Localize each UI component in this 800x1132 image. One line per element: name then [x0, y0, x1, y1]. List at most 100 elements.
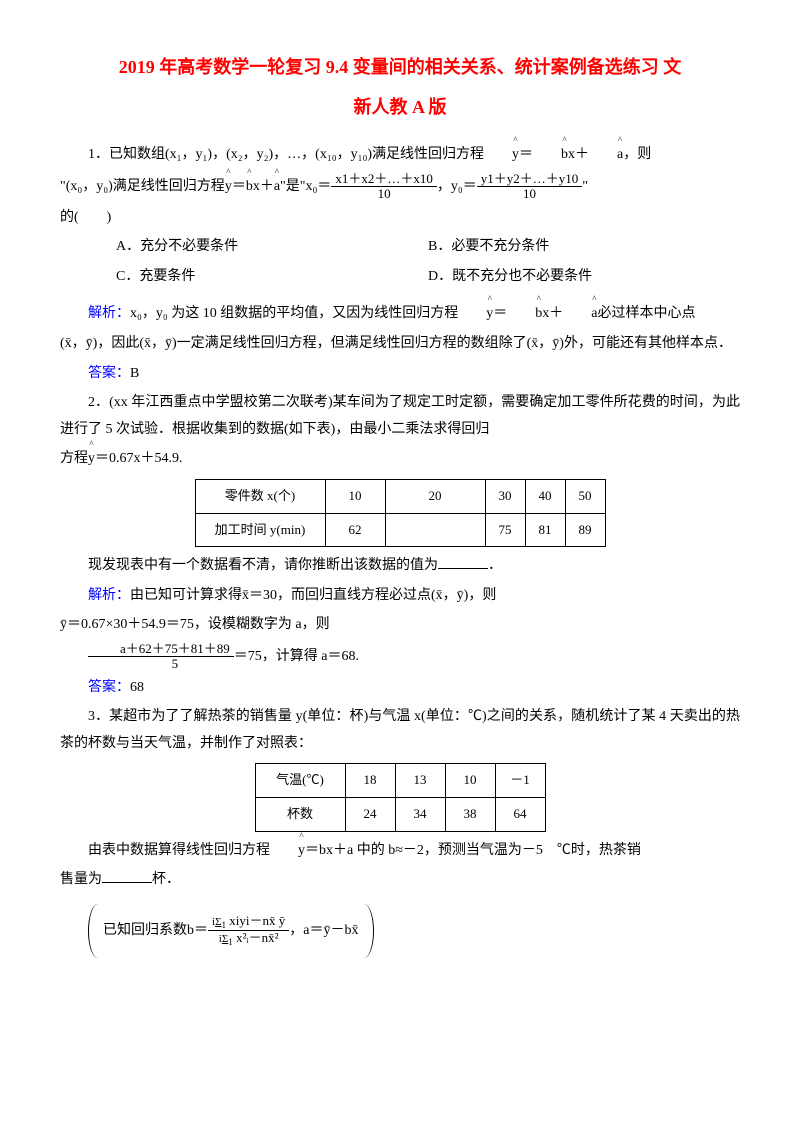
q3-table-row2: 杯数 24 34 38 64 [255, 798, 545, 832]
q1-sol-b: 必过样本中心点 [597, 306, 695, 321]
q3ffdi: x²ᵢ－nx̄² [236, 930, 278, 945]
q1-text-c: "(x₀，y₀)满足线性回归方程 [60, 179, 225, 194]
f2d: 10 [477, 187, 583, 201]
q2-th-4: 40 [525, 479, 565, 513]
q1-stem-line1: 1．已知数组(x₁，y₁)，(x₂，y₂)，…，(x₁₀，y₁₀)满足线性回归方… [60, 142, 740, 169]
q1-text-d: "是"x₀＝ [280, 179, 331, 194]
q2-th-0: 零件数 x(个) [195, 479, 325, 513]
q2-solution-c: a＋62＋75＋81＋895＝75，计算得 a＝68. [60, 642, 740, 672]
bhat2: b [246, 174, 253, 201]
q2-solution-a: 解析：由已知可计算求得x̄＝30，而回归直线方程必过点(x̄，ȳ)，则 [60, 583, 740, 610]
q2-td-4: 81 [525, 513, 565, 547]
q2-td-1: 62 [325, 513, 385, 547]
q2-table: 零件数 x(个) 10 20 30 40 50 加工时间 y(min) 62 7… [195, 479, 606, 547]
q1-frac1: x1＋x2＋…＋x1010 [331, 172, 437, 202]
q3-blank [102, 869, 152, 883]
q3-stem-a: 3．某超市为了了解热茶的销售量 y(单位：杯)与气温 x(单位：℃)之间的关系，… [60, 704, 740, 757]
q2-sol-c: ＝75，计算得 a＝68. [234, 649, 359, 664]
q2-table-row2: 加工时间 y(min) 62 75 81 89 [195, 513, 605, 547]
q2-ans: 68 [130, 680, 144, 695]
q2-td-0: 加工时间 y(min) [195, 513, 325, 547]
q1-opt-a: A．充分不必要条件 [116, 234, 428, 261]
bhat: b [533, 142, 568, 169]
yhat5: y [270, 838, 305, 865]
q1-text-f: " [582, 179, 588, 194]
q3-stem-d: 售量为 杯． [60, 867, 740, 894]
q1-text-a: 1．已知数组(x₁，y₁)，(x₂，y₂)，…，(x₁₀，y₁₀)满足线性回归方… [88, 147, 484, 162]
q2-stem-b: 方程y＝0.67x＋54.9. [60, 446, 740, 473]
ahat2: a [274, 174, 280, 201]
q3-r1-4: －1 [495, 764, 545, 798]
f2n: y1＋y2＋…＋y10 [477, 172, 583, 187]
q3ffd: iΣ1 x²ᵢ－nx̄² [208, 931, 289, 947]
q3-r2-3: 38 [445, 798, 495, 832]
q2-ans-label: 答案： [88, 680, 130, 695]
q3ffni: xiyi－nx̄ ȳ [229, 913, 285, 928]
q2-stem-d: 现发现表中有一个数据看不清，请你推断出该数据的值为． [60, 553, 740, 580]
q1-stem-line2: "(x₀，y₀)满足线性回归方程y＝bx＋a"是"x₀＝x1＋x2＋…＋x101… [60, 172, 740, 202]
q3-stem-b: 由表中数据算得线性回归方程y＝bx＋a 中的 b≈－2，预测当气温为－5 ℃时，… [60, 838, 740, 865]
q3e: 杯． [152, 872, 180, 887]
q3-formula-box: 已知回归系数b＝ iΣ1 xiyi－nx̄ ȳ iΣ1 x²ᵢ－nx̄² ，a＝… [88, 904, 740, 958]
q1-solution-2: (x̄，ȳ)，因此(x̄，ȳ)一定满足线性回归方程，但满足线性回归方程的数组除了… [60, 331, 740, 358]
q3-r2-0: 杯数 [255, 798, 345, 832]
q3fa: 已知回归系数b＝ [103, 923, 208, 938]
q1-answer: 答案：B [60, 361, 740, 388]
q2e: ． [488, 558, 502, 573]
doc-title-1: 2019 年高考数学一轮复习 9.4 变量间的相关关系、统计案例备选练习 文 [60, 50, 740, 84]
q3-r2-1: 24 [345, 798, 395, 832]
q1-options-row2: C．充要条件 D．既不充分也不必要条件 [116, 264, 740, 291]
q2-sol-label: 解析： [88, 588, 130, 603]
q2-stem-a: 2．(xx 年江西重点中学盟校第二次联考)某车间为了规定工时定额，需要确定加工零… [60, 390, 740, 443]
bhat3: b [507, 301, 542, 328]
q1-options-row1: A．充分不必要条件 B．必要不充分条件 [116, 234, 740, 261]
q3d: 售量为 [60, 872, 102, 887]
q3-r1-1: 18 [345, 764, 395, 798]
f1n: x1＋x2＋…＋x10 [331, 172, 437, 187]
q3-formula-frac: iΣ1 xiyi－nx̄ ȳ iΣ1 x²ᵢ－nx̄² [208, 914, 289, 948]
q2fn: a＋62＋75＋81＋89 [88, 642, 234, 657]
q3b: 由表中数据算得线性回归方程 [88, 843, 270, 858]
q1-ans-label: 答案： [88, 366, 130, 381]
q3-r2-4: 64 [495, 798, 545, 832]
q2-blank [438, 555, 488, 569]
q1-sol-a: x₀，y₀ 为这 10 组数据的平均值，又因为线性回归方程 [130, 306, 458, 321]
q3-r1-3: 10 [445, 764, 495, 798]
q2-sol-a: 由已知可计算求得x̄＝30，而回归直线方程必过点(x̄，ȳ)，则 [130, 588, 496, 603]
q1-ans: B [130, 366, 139, 381]
q1-sol-label: 解析： [88, 306, 130, 321]
q3c: ＝bx＋a 中的 b≈－2，预测当气温为－5 ℃时，热茶销 [305, 843, 641, 858]
q3fb: ，a＝ȳ－bx̄ [289, 923, 358, 938]
doc-title-2: 新人教 A 版 [60, 90, 740, 124]
f1d: 10 [331, 187, 437, 201]
q2fd: 5 [88, 657, 234, 671]
q3-table-row1: 气温(℃) 18 13 10 －1 [255, 764, 545, 798]
q1-frac2: y1＋y2＋…＋y1010 [477, 172, 583, 202]
q1-opt-b: B．必要不充分条件 [428, 234, 740, 261]
q2-solution-b: ȳ＝0.67×30＋54.9＝75，设模糊数字为 a，则 [60, 612, 740, 639]
q2-frac: a＋62＋75＋81＋895 [88, 642, 234, 672]
q3ffn: iΣ1 xiyi－nx̄ ȳ [208, 914, 289, 931]
ahat3: a [563, 301, 597, 328]
q2c: ＝0.67x＋54.9. [95, 451, 183, 466]
q2-td-2 [385, 513, 485, 547]
q2-th-5: 50 [565, 479, 605, 513]
yhat3: y [458, 301, 493, 328]
q2-td-3: 75 [485, 513, 525, 547]
q2-th-3: 30 [485, 479, 525, 513]
q1-stem-line3: 的( ) [60, 205, 740, 232]
q1-solution: 解析：x₀，y₀ 为这 10 组数据的平均值，又因为线性回归方程y＝bx＋a必过… [60, 301, 740, 328]
yhat2: y [225, 174, 232, 201]
q1-text-b: ，则 [623, 147, 651, 162]
q2b: 方程 [60, 451, 88, 466]
q3-r2-2: 34 [395, 798, 445, 832]
q1-text-e: ，y₀＝ [437, 179, 477, 194]
q2-th-1: 10 [325, 479, 385, 513]
q2-th-2: 20 [385, 479, 485, 513]
yhat: y [484, 142, 519, 169]
q1-opt-d: D．既不充分也不必要条件 [428, 264, 740, 291]
q3-r1-2: 13 [395, 764, 445, 798]
q1-opt-c: C．充要条件 [116, 264, 428, 291]
q2-answer: 答案：68 [60, 675, 740, 702]
q3-r1-0: 气温(℃) [255, 764, 345, 798]
